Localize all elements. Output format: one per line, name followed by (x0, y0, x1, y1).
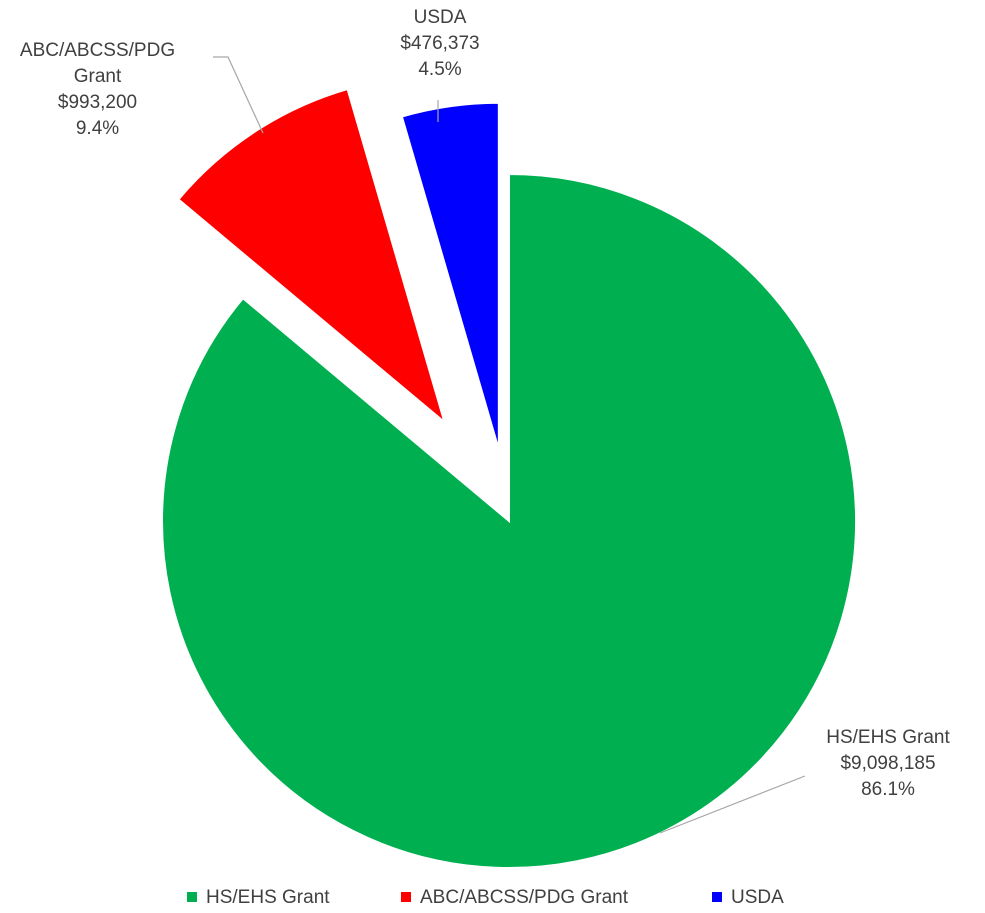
leader-line (213, 56, 264, 134)
pie-slice (177, 87, 447, 426)
data-label: USDA $476,373 4.5% (360, 5, 520, 83)
legend-swatch (401, 892, 411, 902)
data-label-category: ABC/ABCSS/PDG Grant (19, 40, 176, 87)
legend-label: HS/EHS Grant (206, 887, 330, 908)
legend-swatch (187, 892, 197, 902)
legend-label: ABC/ABCSS/PDG Grant (420, 887, 629, 908)
legend-item: USDA (712, 886, 784, 910)
legend-item: ABC/ABCSS/PDG Grant (401, 886, 628, 910)
leader-line (659, 775, 806, 834)
data-label-category: HS/EHS Grant (826, 727, 950, 748)
legend-item: HS/EHS Grant (187, 886, 330, 910)
data-label-percent: 9.4% (75, 118, 120, 139)
legend-label: USDA (731, 887, 784, 908)
pie-slice (161, 172, 857, 869)
legend-swatch (712, 892, 722, 902)
data-label-value: $993,200 (57, 92, 138, 113)
data-label: HS/EHS Grant $9,098,185 86.1% (808, 725, 968, 803)
pie-slice (400, 101, 500, 451)
data-label-percent: 86.1% (861, 779, 915, 800)
data-label-value: $476,373 (400, 33, 480, 54)
data-label-category: USDA (413, 7, 467, 28)
data-label-percent: 4.5% (418, 59, 462, 80)
data-label: ABC/ABCSS/PDG Grant $993,200 9.4% (15, 38, 180, 142)
data-label-value: $9,098,185 (840, 753, 936, 774)
